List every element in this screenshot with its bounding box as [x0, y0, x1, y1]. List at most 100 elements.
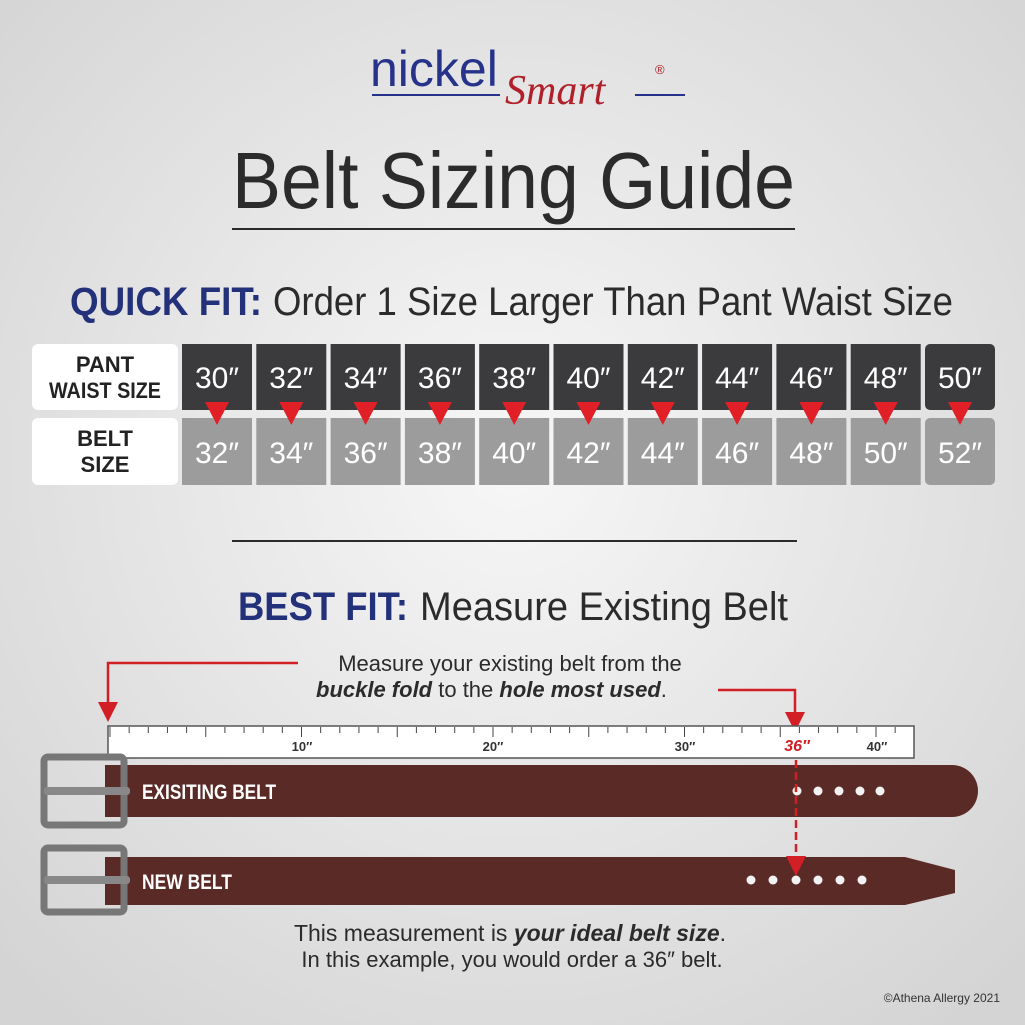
- instruction-bold: hole most used: [499, 677, 661, 702]
- buckle-prong: [44, 787, 130, 795]
- waist-cell: [925, 344, 995, 410]
- waist-cell: [182, 344, 252, 410]
- arrow-marker: [353, 402, 378, 425]
- belt-cell: [256, 418, 327, 485]
- waist-size: 48″: [864, 362, 908, 395]
- belt-size: 48″: [789, 437, 833, 470]
- row-label: SIZE: [81, 452, 130, 477]
- waist-size: 42″: [641, 362, 685, 395]
- belt-size: 46″: [715, 437, 759, 470]
- belt-cell: [776, 418, 847, 485]
- arrow-marker: [799, 402, 824, 425]
- ruler-label: 10″: [292, 739, 313, 754]
- arrow: [718, 688, 805, 732]
- row-label: BELT: [77, 426, 133, 451]
- quick-fit-text: Order 1 Size Larger Than Pant Waist Size: [273, 280, 953, 324]
- ruler-label-highlight: 36″: [784, 738, 811, 755]
- row-label: PANT: [76, 352, 135, 377]
- belt-holes: [746, 875, 867, 885]
- waist-size: 46″: [789, 362, 833, 395]
- waist-size: 32″: [269, 362, 313, 395]
- waist-size: 50″: [938, 362, 982, 395]
- instruction-text: .: [661, 677, 667, 702]
- arrow-marker: [873, 402, 898, 425]
- arrow-marker: [948, 402, 972, 425]
- belt-size: 44″: [641, 437, 685, 470]
- belt-cell: [627, 418, 698, 485]
- arrow-marker: [427, 402, 452, 425]
- arrow: [98, 661, 298, 722]
- best-fit-label: BEST FIT:: [238, 585, 408, 629]
- waist-cell: [776, 344, 847, 410]
- quick-fit-label: QUICK FIT:: [70, 280, 262, 324]
- arrow-marker: [502, 402, 527, 425]
- title: Belt Sizing Guide: [232, 136, 795, 225]
- ruler-label: 20″: [483, 739, 504, 754]
- arrow-marker: [279, 402, 304, 425]
- copyright: ©Athena Allergy 2021: [884, 991, 1001, 1005]
- belt-cell: [479, 418, 550, 485]
- belt-size: 38″: [418, 437, 462, 470]
- belt-size: 32″: [195, 437, 239, 470]
- waist-size: 38″: [492, 362, 536, 395]
- waist-size: 34″: [344, 362, 388, 395]
- result: In this example, you would order a 36″ b…: [301, 947, 722, 972]
- instruction-text: to the: [432, 677, 499, 702]
- arrow-marker: [650, 402, 675, 425]
- belt-size: 52″: [938, 437, 982, 470]
- arrow-marker: [725, 402, 750, 425]
- arrow-marker: [205, 402, 229, 425]
- waist-cell: [850, 344, 921, 410]
- result-text: .: [720, 920, 726, 946]
- belt-label: NEW BELT: [142, 871, 232, 894]
- result-text: This measurement is: [294, 920, 514, 946]
- belt-cell: [553, 418, 624, 485]
- ruler-ticks: [109, 727, 896, 737]
- waist-cell: [256, 344, 327, 410]
- arrow-marker: [576, 402, 601, 425]
- ruler-label: 30″: [675, 739, 696, 754]
- waist-cell: [404, 344, 475, 410]
- ruler: [107, 725, 915, 759]
- instruction: buckle fold to the hole most used.: [316, 677, 667, 702]
- belt-cell: [702, 418, 773, 485]
- waist-size: 30″: [195, 362, 239, 395]
- row-label-cell: [32, 418, 178, 485]
- brand-script: Smart: [505, 68, 607, 114]
- waist-cell: [702, 344, 773, 410]
- waist-cell: [330, 344, 401, 410]
- brand-main: nickel: [370, 41, 498, 97]
- best-fit-text: Measure Existing Belt: [420, 585, 788, 629]
- row-label: WAIST SIZE: [49, 378, 161, 403]
- new-belt: [105, 857, 955, 905]
- belt-cell: [404, 418, 475, 485]
- belt-size: 50″: [864, 437, 908, 470]
- waist-cell: [479, 344, 550, 410]
- buckle-prong: [44, 876, 130, 884]
- belt-cell: [330, 418, 401, 485]
- waist-size: 36″: [418, 362, 462, 395]
- waist-cell: [627, 344, 698, 410]
- result: This measurement is your ideal belt size…: [294, 920, 726, 946]
- belt-cell: [182, 418, 252, 485]
- result-bold: your ideal belt size: [513, 920, 720, 946]
- size-table: 30″ 32″ 32″ 34″ 34″ 36″ 36″ 38″ 38″ 40″ 40″ 42″ 42″ 4…: [182, 344, 995, 485]
- belt-size: 34″: [269, 437, 313, 470]
- belt-cell: [850, 418, 921, 485]
- brand-mark: ®: [655, 62, 665, 77]
- belt-size: 40″: [492, 437, 536, 470]
- existing-belt: [105, 765, 978, 817]
- belt-cell: [925, 418, 995, 485]
- belt-size: 36″: [344, 437, 388, 470]
- ruler-label: 40″: [867, 739, 888, 754]
- belt-label: EXISITING BELT: [142, 781, 276, 804]
- instruction: Measure your existing belt from the: [338, 651, 682, 676]
- row-label-cell: [32, 344, 178, 410]
- waist-size: 44″: [715, 362, 759, 395]
- waist-size: 40″: [567, 362, 611, 395]
- instruction-bold: buckle fold: [316, 677, 433, 702]
- waist-cell: [553, 344, 624, 410]
- belt-size: 42″: [567, 437, 611, 470]
